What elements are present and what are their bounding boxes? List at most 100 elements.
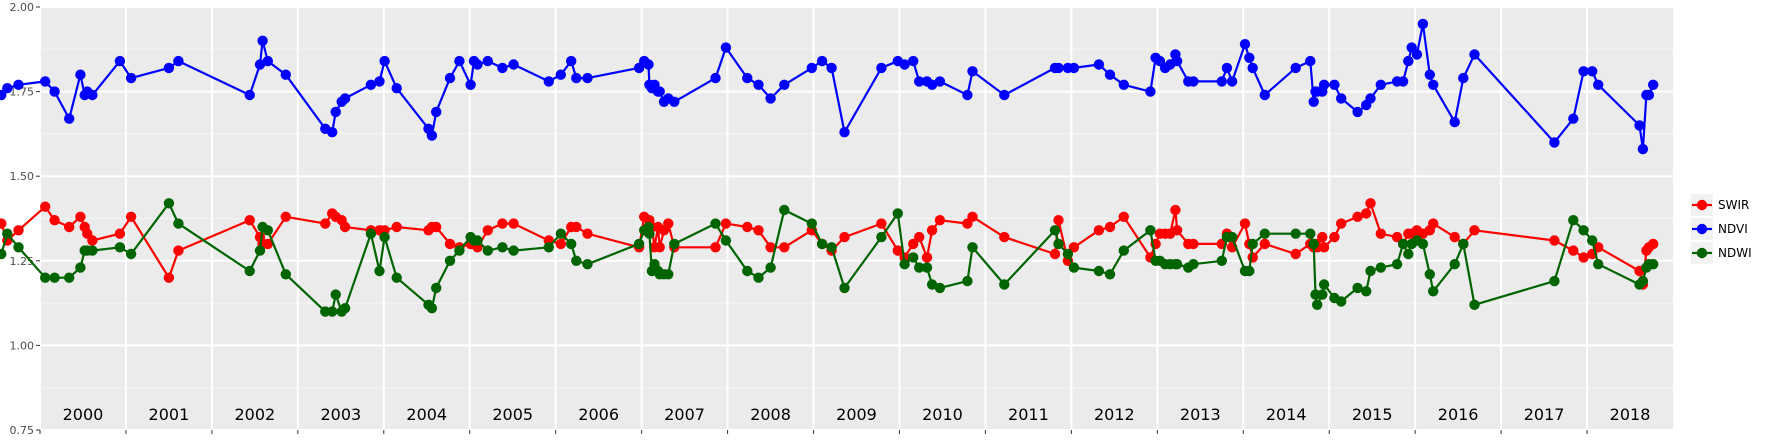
data-point (1068, 242, 1080, 253)
data-point (643, 59, 654, 70)
y-tick-label: 1.50 (10, 170, 35, 183)
data-point (125, 248, 137, 260)
data-point (1568, 215, 1579, 226)
data-point (1259, 238, 1271, 250)
data-point (1424, 69, 1436, 80)
data-point (654, 86, 665, 97)
data-point (914, 76, 925, 87)
data-point (779, 242, 790, 253)
data-point (753, 272, 764, 283)
data-point (1305, 55, 1316, 67)
data-point (454, 245, 465, 256)
data-point (1469, 49, 1480, 60)
data-point (908, 55, 919, 67)
data-point (1637, 275, 1649, 287)
data-point (1247, 252, 1258, 263)
data-point (262, 225, 273, 236)
data-point (1308, 238, 1319, 250)
data-point (914, 262, 925, 273)
legend-item-swir: SWIR (1691, 194, 1749, 216)
data-point (1305, 228, 1316, 239)
data-point (1643, 89, 1655, 101)
data-point (497, 218, 508, 229)
year-label: 2016 (1438, 405, 1479, 424)
data-point (806, 62, 817, 74)
legend-label: SWIR (1718, 198, 1749, 212)
data-point (1336, 218, 1347, 229)
data-point (1259, 228, 1271, 239)
data-point (327, 127, 338, 138)
data-point (1549, 137, 1560, 148)
data-point (962, 89, 973, 101)
data-point (1318, 242, 1330, 253)
major-gridlines (40, 6, 1673, 431)
data-point (63, 221, 75, 233)
data-point (926, 225, 938, 236)
legend-item-ndwi: NDWI (1691, 242, 1752, 264)
data-point (669, 238, 680, 250)
data-point (482, 245, 493, 256)
data-point (173, 218, 184, 229)
data-point (320, 218, 331, 229)
data-point (1145, 225, 1156, 236)
data-point (1417, 238, 1429, 250)
data-point (926, 279, 938, 290)
data-point (753, 225, 764, 236)
data-point (244, 89, 255, 101)
data-point (899, 59, 910, 70)
data-point (1093, 225, 1105, 236)
data-point (644, 228, 655, 239)
year-label: 2004 (406, 405, 447, 424)
data-point (765, 93, 776, 104)
y-tick-label: 2.00 (10, 1, 35, 14)
year-label: 2012 (1094, 405, 1135, 424)
data-point (482, 55, 493, 67)
data-point (1244, 52, 1255, 63)
data-point (1188, 76, 1199, 87)
data-point (892, 208, 903, 219)
data-point (720, 42, 732, 53)
data-point (1290, 248, 1301, 260)
data-point (330, 106, 341, 118)
data-point (1171, 225, 1183, 236)
data-point (826, 62, 837, 74)
data-point (663, 218, 674, 229)
data-point (1093, 265, 1105, 277)
data-point (921, 262, 933, 273)
data-point (1469, 299, 1480, 310)
minor-gridlines (40, 48, 1673, 389)
data-point (75, 262, 86, 273)
data-point (87, 235, 98, 246)
data-point (765, 242, 776, 253)
year-label: 2009 (836, 405, 877, 424)
data-point (1352, 106, 1363, 118)
data-point (654, 242, 665, 253)
data-point (1329, 79, 1340, 91)
data-point (839, 231, 850, 243)
data-point (1549, 275, 1560, 287)
data-point (1053, 215, 1064, 226)
data-point (1188, 238, 1199, 250)
data-point (633, 238, 645, 250)
data-point (571, 72, 582, 84)
data-point (262, 238, 273, 250)
data-point (163, 198, 175, 209)
year-label: 2008 (750, 405, 791, 424)
data-point (1587, 235, 1598, 246)
data-point (1403, 55, 1414, 67)
data-point (244, 215, 255, 226)
data-point (934, 282, 946, 294)
data-point (472, 235, 483, 246)
data-point (365, 228, 377, 239)
data-point (1104, 221, 1116, 233)
data-point (962, 275, 973, 287)
data-point (454, 55, 465, 67)
data-point (391, 221, 402, 233)
year-label: 2001 (149, 405, 190, 424)
data-point (482, 225, 493, 236)
data-point (1068, 262, 1080, 273)
data-point (1637, 143, 1649, 155)
data-point (254, 59, 266, 70)
data-point (49, 215, 60, 226)
